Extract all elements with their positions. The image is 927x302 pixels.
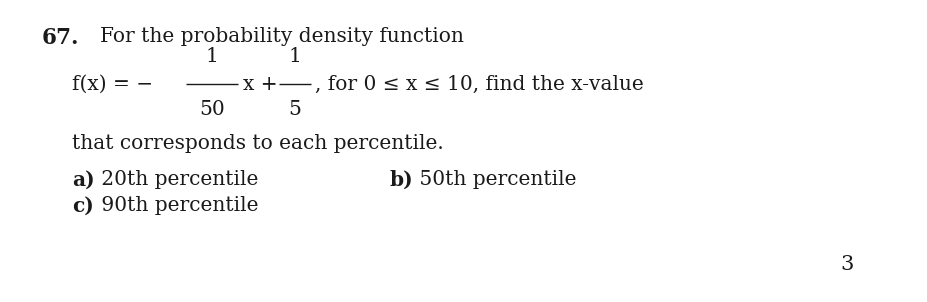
Text: 1: 1 <box>206 47 219 66</box>
Text: that corresponds to each percentile.: that corresponds to each percentile. <box>72 134 444 153</box>
Text: b): b) <box>390 170 413 190</box>
Text: For the probability density function: For the probability density function <box>100 27 464 46</box>
Text: 3: 3 <box>840 255 854 274</box>
Text: 20th percentile: 20th percentile <box>95 170 259 189</box>
Text: 50: 50 <box>199 100 225 119</box>
Text: c): c) <box>72 196 94 216</box>
Text: 50th percentile: 50th percentile <box>413 170 577 189</box>
Text: 67.: 67. <box>42 27 80 49</box>
Text: 90th percentile: 90th percentile <box>95 196 259 215</box>
Text: a): a) <box>72 170 95 190</box>
Text: 1: 1 <box>288 47 301 66</box>
Text: 5: 5 <box>288 100 301 119</box>
Text: x +: x + <box>243 75 277 94</box>
Text: , for 0 ≤ x ≤ 10, find the x-value: , for 0 ≤ x ≤ 10, find the x-value <box>315 75 643 94</box>
Text: f(x) = −: f(x) = − <box>72 75 153 94</box>
